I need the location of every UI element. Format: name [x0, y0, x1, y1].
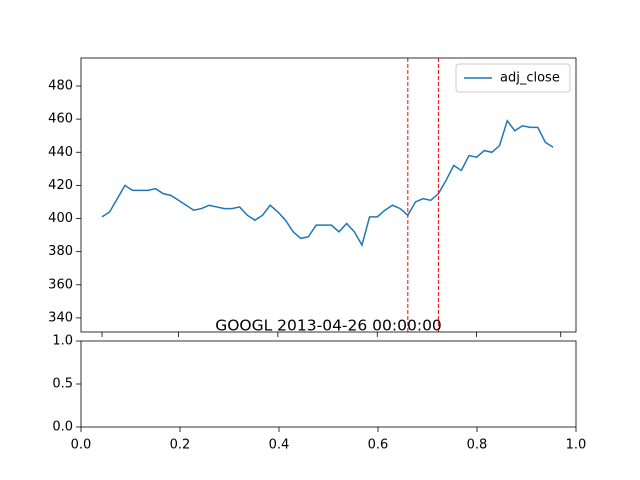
- axes-title: GOOGL 2013-04-26 00:00:00: [215, 317, 442, 335]
- axes-frame: [80, 57, 577, 333]
- x-tick-label: 0.4: [269, 438, 290, 453]
- x-tick-label: 1.0: [566, 438, 587, 453]
- y-tick-label: 480: [48, 78, 73, 93]
- x-tick-label: 0.2: [170, 438, 191, 453]
- legend-label: adj_close: [500, 71, 560, 86]
- y-tick-label: 360: [48, 277, 73, 292]
- y-tick-label: 340: [48, 310, 73, 325]
- y-tick-label: 400: [48, 211, 73, 226]
- legend-box: [455, 63, 571, 93]
- x-tick-label: 0.6: [368, 438, 389, 453]
- y-tick-label: 380: [48, 244, 73, 259]
- y-tick-label: 460: [48, 112, 73, 127]
- x-tick-label: 0.8: [467, 438, 488, 453]
- y-tick-label: 0.0: [52, 420, 73, 435]
- axes-background: [81, 58, 576, 332]
- x-tick-label: 0.0: [71, 438, 92, 453]
- data-line: [101, 119, 554, 247]
- axes-background: [81, 341, 576, 427]
- y-tick-label: 1.0: [52, 334, 73, 349]
- y-tick-label: 440: [48, 145, 73, 160]
- axes-frame: [80, 340, 577, 428]
- y-tick-label: 0.5: [52, 377, 73, 392]
- y-tick-label: 420: [48, 178, 73, 193]
